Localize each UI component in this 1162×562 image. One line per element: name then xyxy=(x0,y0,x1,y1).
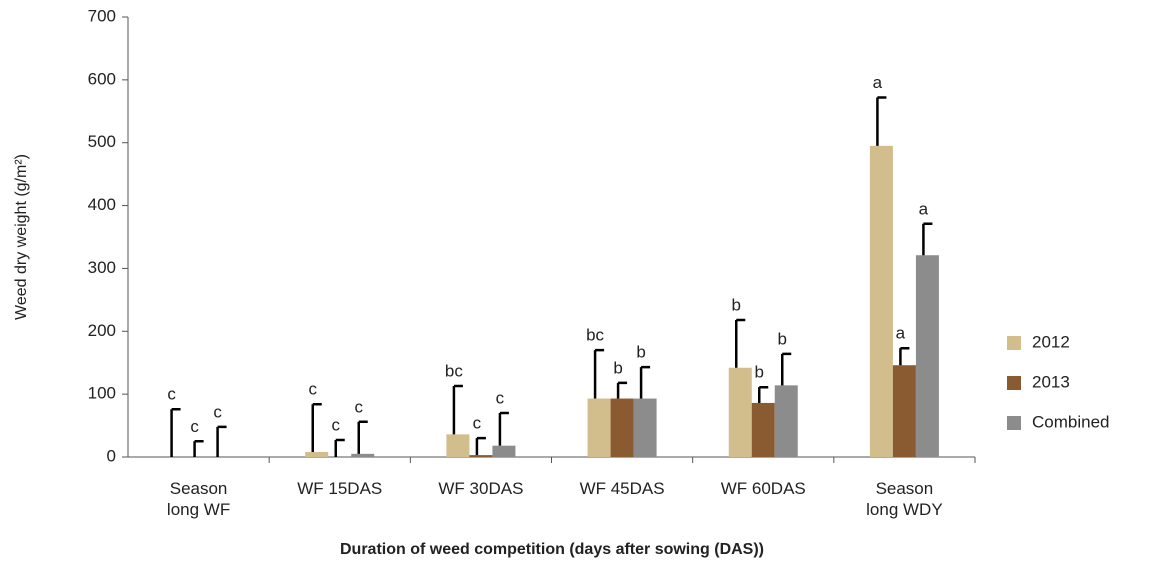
significance-letter: b xyxy=(755,363,764,382)
significance-letter: b xyxy=(778,329,787,348)
y-tick-label: 300 xyxy=(88,258,116,277)
x-tick-label: WF 30DAS xyxy=(438,479,524,498)
error-bar xyxy=(475,436,486,456)
error-bar xyxy=(334,438,345,457)
significance-letter: c xyxy=(213,402,222,421)
error-bar xyxy=(781,352,792,386)
y-tick-label: 100 xyxy=(88,384,116,403)
legend-label: 2013 xyxy=(1032,372,1070,391)
x-tick-label: WF 60DAS xyxy=(720,479,806,498)
x-tick-label: WF 15DAS xyxy=(297,479,383,498)
error-bar xyxy=(616,381,628,399)
error-bar xyxy=(899,347,910,366)
error-bar xyxy=(357,420,368,454)
legend-swatch xyxy=(1007,416,1021,430)
y-tick-label: 700 xyxy=(88,6,116,25)
bar xyxy=(492,445,516,457)
significance-letter: a xyxy=(919,199,929,218)
error-bar xyxy=(593,348,605,399)
error-bar xyxy=(639,365,651,399)
error-bar xyxy=(922,222,933,256)
significance-letter: c xyxy=(190,417,199,436)
bar xyxy=(446,434,470,457)
bar xyxy=(915,255,939,457)
y-tick-label: 200 xyxy=(88,321,116,340)
significance-letter: bc xyxy=(445,361,463,380)
bar xyxy=(351,453,375,457)
y-axis-label: Weed dry weight (g/m²) xyxy=(13,154,30,320)
x-tick-label: Season long WF xyxy=(166,479,231,519)
significance-letter: bc xyxy=(586,326,604,345)
legend-swatch xyxy=(1007,336,1021,350)
bar xyxy=(469,455,493,457)
x-tick-label: Season long WDY xyxy=(866,479,943,519)
bar xyxy=(869,145,893,457)
bar xyxy=(305,451,329,457)
significance-letter: b xyxy=(732,295,741,314)
bar xyxy=(751,402,775,457)
legend-label: 2012 xyxy=(1032,332,1070,351)
y-tick-label: 0 xyxy=(107,446,116,465)
legend-swatch xyxy=(1007,376,1021,390)
error-bar xyxy=(876,96,887,146)
bar xyxy=(587,398,611,457)
error-bar xyxy=(498,411,509,446)
significance-letter: c xyxy=(309,380,318,399)
bar xyxy=(633,398,657,457)
significance-letter: c xyxy=(355,397,364,416)
y-tick-label: 400 xyxy=(88,195,116,214)
x-axis-label: Duration of weed competition (days after… xyxy=(340,541,764,558)
significance-letter: a xyxy=(896,324,906,343)
error-bar xyxy=(452,384,463,435)
bar xyxy=(892,365,916,457)
error-bar xyxy=(216,425,227,457)
bar xyxy=(610,398,634,457)
significance-letter: b xyxy=(636,343,645,362)
significance-letter: c xyxy=(167,385,176,404)
error-bar xyxy=(758,385,769,403)
y-tick-label: 500 xyxy=(88,132,116,151)
error-bar xyxy=(193,440,204,457)
significance-letter: c xyxy=(496,388,505,407)
error-bar xyxy=(170,407,181,457)
significance-letter: c xyxy=(332,416,341,435)
x-tick-label: WF 45DAS xyxy=(579,479,665,498)
error-bar xyxy=(311,402,322,452)
legend-label: Combined xyxy=(1032,412,1110,431)
error-bar xyxy=(735,318,746,368)
significance-letter: a xyxy=(873,73,883,92)
significance-letter: c xyxy=(473,414,482,433)
bar xyxy=(774,385,798,457)
significance-letter: b xyxy=(613,358,622,377)
y-tick-label: 600 xyxy=(88,69,116,88)
bar xyxy=(728,367,752,457)
